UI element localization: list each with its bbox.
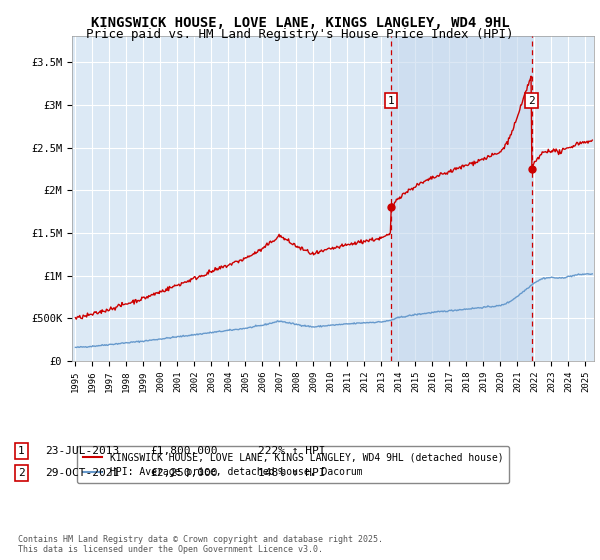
Legend: KINGSWICK HOUSE, LOVE LANE, KINGS LANGLEY, WD4 9HL (detached house), HPI: Averag: KINGSWICK HOUSE, LOVE LANE, KINGS LANGLE… — [77, 446, 509, 483]
Text: 2: 2 — [528, 96, 535, 105]
Bar — [391, 36, 532, 361]
Text: Contains HM Land Registry data © Crown copyright and database right 2025.
This d: Contains HM Land Registry data © Crown c… — [18, 535, 383, 554]
Text: 29-OCT-2021: 29-OCT-2021 — [45, 468, 119, 478]
Text: 222% ↑ HPI: 222% ↑ HPI — [258, 446, 325, 456]
Text: £1,800,000: £1,800,000 — [150, 446, 218, 456]
Text: 23-JUL-2013: 23-JUL-2013 — [45, 446, 119, 456]
Text: Price paid vs. HM Land Registry's House Price Index (HPI): Price paid vs. HM Land Registry's House … — [86, 28, 514, 41]
Text: 2: 2 — [18, 468, 25, 478]
Text: 148% ↑ HPI: 148% ↑ HPI — [258, 468, 325, 478]
Text: 1: 1 — [388, 96, 394, 105]
Text: 1: 1 — [18, 446, 25, 456]
Text: £2,250,000: £2,250,000 — [150, 468, 218, 478]
Text: KINGSWICK HOUSE, LOVE LANE, KINGS LANGLEY, WD4 9HL: KINGSWICK HOUSE, LOVE LANE, KINGS LANGLE… — [91, 16, 509, 30]
